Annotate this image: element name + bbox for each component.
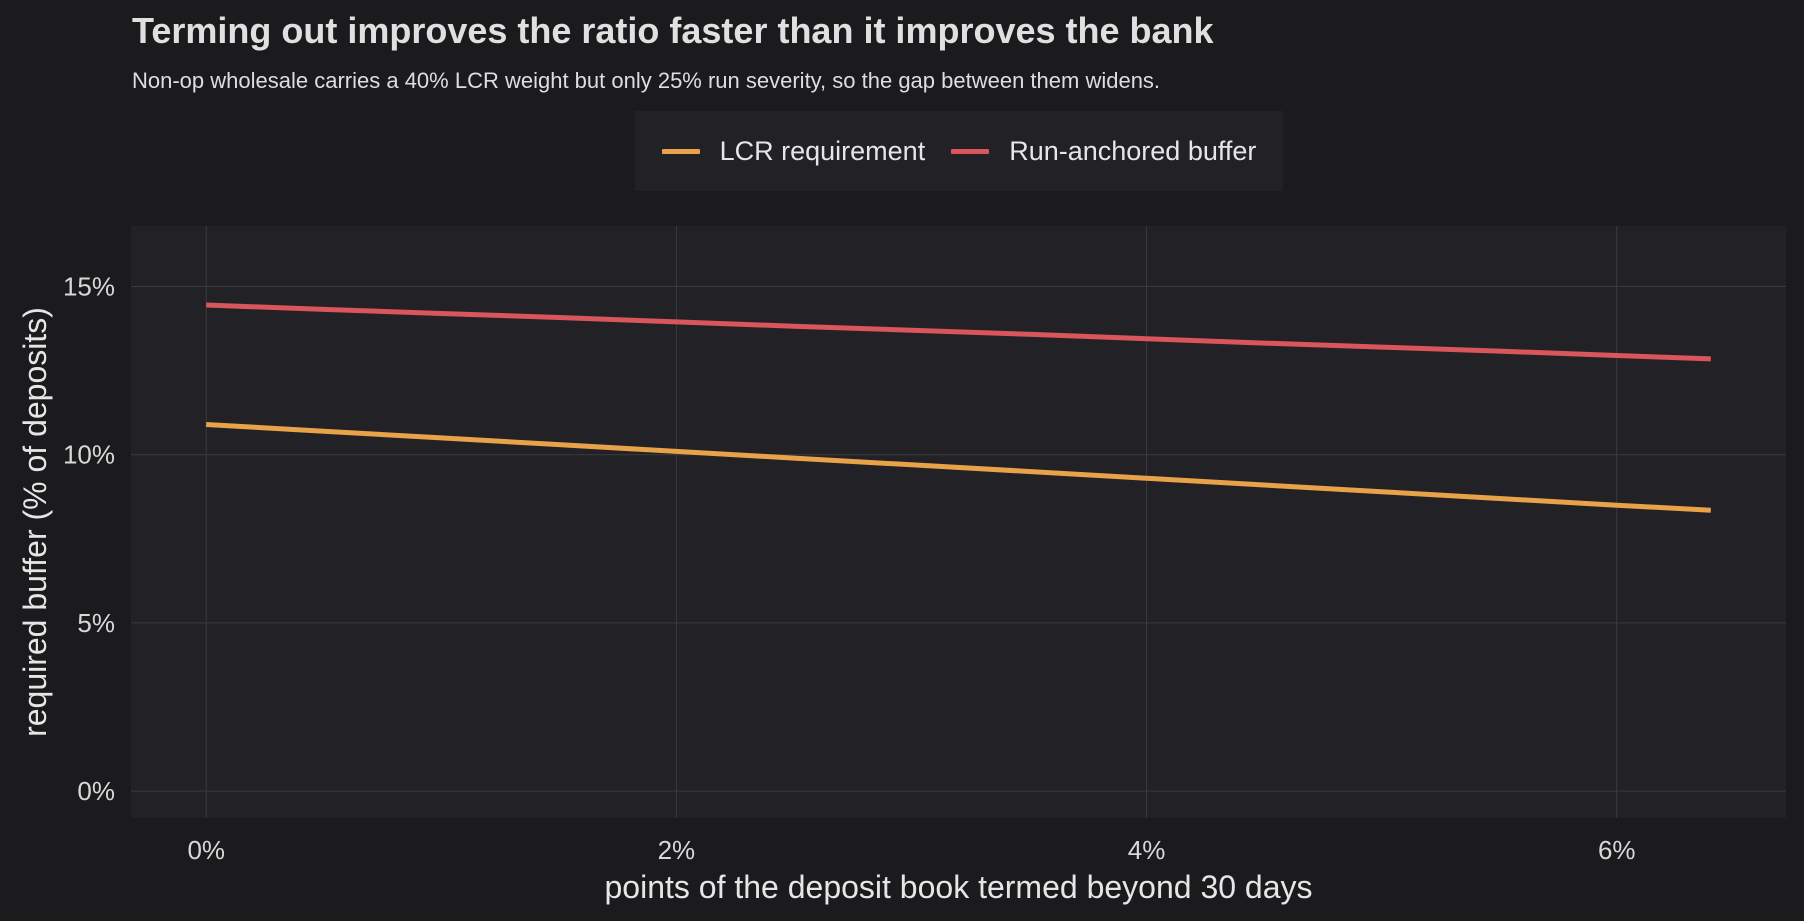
legend-swatch-lcr bbox=[661, 148, 700, 154]
x-axis-title: points of the deposit book termed beyond… bbox=[604, 869, 1312, 905]
x-tick-label: 2% bbox=[658, 835, 696, 865]
series-lines bbox=[206, 302, 1711, 513]
grid-lines bbox=[131, 226, 1786, 818]
y-tick-label: 0% bbox=[77, 776, 115, 806]
x-tick-labels: 0% 2% 4% 6% bbox=[187, 835, 1635, 865]
legend: LCR requirement Run-anchored buffer bbox=[635, 111, 1283, 191]
plot-panel bbox=[131, 226, 1786, 818]
y-tick-label: 10% bbox=[63, 440, 115, 470]
legend-swatch-run bbox=[951, 148, 990, 154]
y-axis-title: required buffer (% of deposits) bbox=[17, 307, 53, 737]
legend-label-run: Run-anchored buffer bbox=[1009, 135, 1257, 166]
legend-label-lcr: LCR requirement bbox=[719, 135, 926, 166]
series-line-lcr-requirement bbox=[206, 422, 1711, 513]
chart-subtitle: Non-op wholesale carries a 40% LCR weigh… bbox=[132, 68, 1161, 93]
x-tick-label: 4% bbox=[1128, 835, 1166, 865]
x-tick-label: 0% bbox=[187, 835, 225, 865]
y-tick-labels: 0% 5% 10% 15% bbox=[63, 272, 115, 807]
chart-title: Terming out improves the ratio faster th… bbox=[132, 10, 1214, 51]
y-tick-label: 15% bbox=[63, 272, 115, 302]
x-tick-label: 6% bbox=[1598, 835, 1636, 865]
legend-item-run: Run-anchored buffer bbox=[951, 136, 1256, 167]
series-line-run-anchored-buffer bbox=[206, 302, 1711, 362]
y-tick-label: 5% bbox=[77, 608, 115, 638]
legend-item-lcr: LCR requirement bbox=[661, 135, 926, 167]
